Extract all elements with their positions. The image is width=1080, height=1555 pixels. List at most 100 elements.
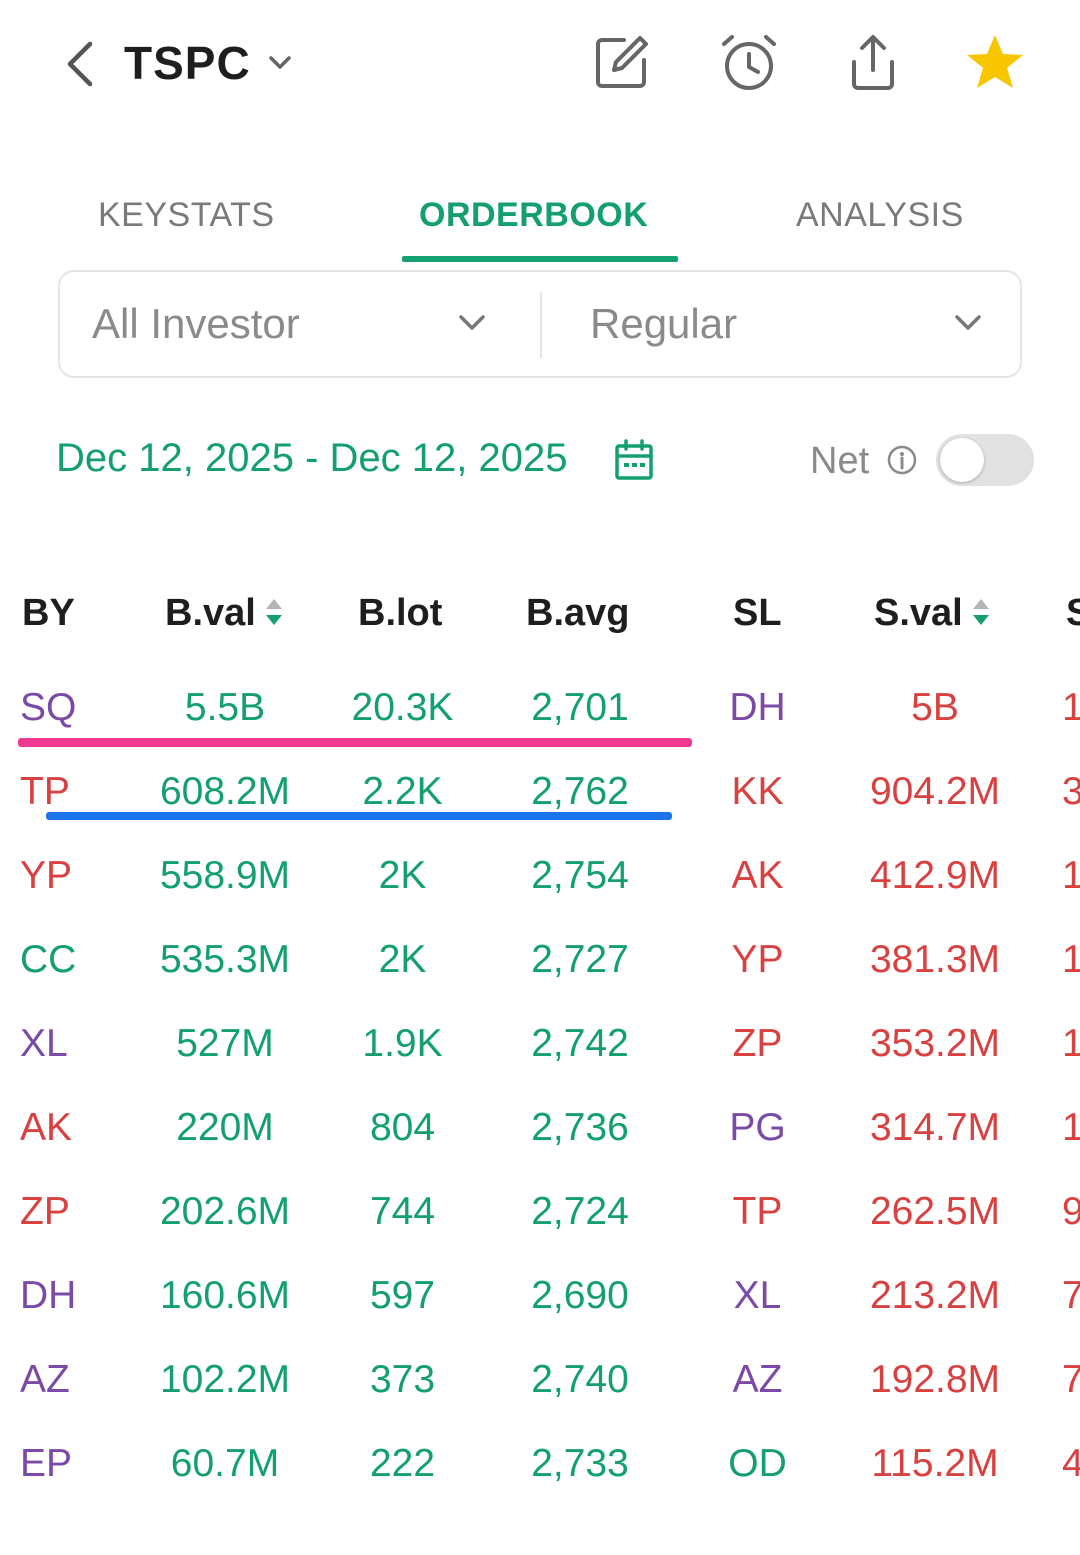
- buy-average: 2,690: [531, 1274, 629, 1317]
- sell-lot: 3: [1062, 770, 1080, 813]
- buy-lot: 222: [369, 1442, 436, 1485]
- buy-value: 535.3M: [159, 938, 291, 981]
- alarm-clock-icon[interactable]: [718, 32, 780, 94]
- sell-lot: 7: [1062, 1358, 1080, 1401]
- header-sval[interactable]: S.val: [874, 592, 991, 635]
- seller-code: KK: [731, 770, 784, 813]
- buy-average: 2,754: [531, 854, 629, 897]
- buy-value: 102.2M: [159, 1358, 291, 1401]
- buy-average: 2,762: [531, 770, 629, 813]
- sell-lot: 4: [1062, 1442, 1080, 1485]
- sell-value: 115.2M: [871, 1442, 999, 1485]
- header-bval[interactable]: B.val: [165, 592, 284, 635]
- sort-icon: [265, 598, 282, 625]
- buy-value: 202.6M: [159, 1190, 291, 1233]
- buy-average: 2,740: [531, 1358, 629, 1401]
- buy-average: 2,727: [531, 938, 629, 981]
- table-row[interactable]: ZP 202.6M 744 2,724 TP 262.5M 9: [0, 1190, 1080, 1274]
- sell-lot: 1: [1062, 854, 1080, 897]
- sell-value: 412.9M: [869, 854, 1001, 897]
- sell-lot: 7: [1062, 1274, 1080, 1317]
- tab-keystats[interactable]: KEYSTATS: [98, 196, 275, 234]
- seller-code: AK: [731, 854, 784, 897]
- sell-value: 353.2M: [869, 1022, 1001, 1065]
- net-toggle[interactable]: [936, 434, 1034, 486]
- buy-value: 60.7M: [170, 1442, 280, 1485]
- sell-lot: 1: [1062, 1106, 1080, 1149]
- filter-divider: [540, 292, 542, 358]
- app-header: TSPC: [0, 0, 1080, 130]
- buy-lot: 2K: [378, 938, 427, 981]
- buyer-code: DH: [20, 1274, 77, 1317]
- sell-value: 192.8M: [869, 1358, 1001, 1401]
- buy-lot: 1.9K: [362, 1022, 443, 1065]
- tab-orderbook[interactable]: ORDERBOOK: [419, 196, 649, 234]
- buy-value: 160.6M: [159, 1274, 291, 1317]
- seller-code: OD: [728, 1442, 787, 1485]
- back-chevron-icon[interactable]: [58, 38, 102, 90]
- buy-lot: 373: [369, 1358, 436, 1401]
- edit-note-icon[interactable]: [590, 32, 652, 94]
- date-range[interactable]: Dec 12, 2025 - Dec 12, 2025: [56, 436, 568, 480]
- buy-lot: 804: [369, 1106, 436, 1149]
- seller-code: AZ: [732, 1358, 783, 1401]
- buyer-code: XL: [20, 1022, 68, 1065]
- buy-average: 2,733: [531, 1442, 629, 1485]
- sell-value: 262.5M: [869, 1190, 1001, 1233]
- buy-lot: 2K: [378, 854, 427, 897]
- sell-value: 213.2M: [869, 1274, 1001, 1317]
- buy-value: 608.2M: [159, 770, 291, 813]
- table-row[interactable]: AZ 102.2M 373 2,740 AZ 192.8M 7: [0, 1358, 1080, 1442]
- chevron-down-icon[interactable]: [266, 50, 294, 74]
- sell-lot: 1: [1062, 1022, 1080, 1065]
- active-tab-indicator: [402, 256, 678, 262]
- table-row[interactable]: CC 535.3M 2K 2,727 YP 381.3M 1: [0, 938, 1080, 1022]
- table-row[interactable]: YP 558.9M 2K 2,754 AK 412.9M 1: [0, 854, 1080, 938]
- table-row[interactable]: EP 60.7M 222 2,733 OD 115.2M 4: [0, 1442, 1080, 1520]
- share-icon[interactable]: [842, 32, 904, 94]
- highlight-underline-pink: [18, 738, 692, 747]
- buyer-code: YP: [20, 854, 73, 897]
- calendar-icon[interactable]: [612, 438, 656, 482]
- sell-value: 904.2M: [869, 770, 1001, 813]
- orderbook-table: BY B.val B.lot B.avg SL S.val S SQ 5.5B …: [0, 580, 1080, 1520]
- buy-value: 220M: [176, 1106, 274, 1149]
- info-icon[interactable]: [886, 444, 918, 476]
- table-row[interactable]: TP 608.2M 2.2K 2,762 KK 904.2M 3: [0, 770, 1080, 854]
- buyer-code: AK: [20, 1106, 73, 1149]
- table-row[interactable]: XL 527M 1.9K 2,742 ZP 353.2M 1: [0, 1022, 1080, 1106]
- market-dropdown[interactable]: Regular: [542, 272, 1022, 376]
- header-by: BY: [22, 592, 75, 634]
- header-bval-label: B.val: [165, 592, 256, 634]
- table-row[interactable]: SQ 5.5B 20.3K 2,701 DH 5B 18: [0, 686, 1080, 770]
- header-slot: S: [1066, 592, 1080, 634]
- tab-analysis[interactable]: ANALYSIS: [796, 196, 964, 234]
- chevron-down-icon: [955, 315, 981, 330]
- ticker-title[interactable]: TSPC: [124, 37, 251, 89]
- table-row[interactable]: AK 220M 804 2,736 PG 314.7M 1: [0, 1106, 1080, 1190]
- seller-code: XL: [733, 1274, 782, 1317]
- buy-lot: 2.2K: [362, 770, 443, 813]
- market-dropdown-value: Regular: [590, 300, 738, 347]
- investor-dropdown[interactable]: All Investor: [60, 272, 540, 376]
- filter-box: All Investor Regular: [58, 270, 1022, 378]
- header-bavg: B.avg: [526, 592, 630, 634]
- buy-value: 5.5B: [184, 686, 266, 729]
- header-sval-label: S.val: [874, 592, 963, 634]
- buyer-code: TP: [20, 770, 70, 813]
- star-icon[interactable]: [964, 32, 1026, 94]
- tab-bar: KEYSTATS ORDERBOOK ANALYSIS: [0, 190, 1080, 262]
- chevron-down-icon: [459, 315, 485, 330]
- header-blot: B.lot: [358, 592, 443, 634]
- seller-code: PG: [729, 1106, 786, 1149]
- buyer-code: ZP: [20, 1190, 70, 1233]
- sell-value: 314.7M: [869, 1106, 1001, 1149]
- table-row[interactable]: DH 160.6M 597 2,690 XL 213.2M 7: [0, 1274, 1080, 1358]
- net-label: Net: [810, 440, 870, 482]
- toggle-knob: [940, 438, 984, 482]
- sell-lot: 9: [1062, 1190, 1080, 1233]
- buy-lot: 744: [369, 1190, 436, 1233]
- sell-lot: 1: [1062, 938, 1080, 981]
- buyer-code: AZ: [20, 1358, 70, 1401]
- investor-dropdown-value: All Investor: [92, 300, 300, 347]
